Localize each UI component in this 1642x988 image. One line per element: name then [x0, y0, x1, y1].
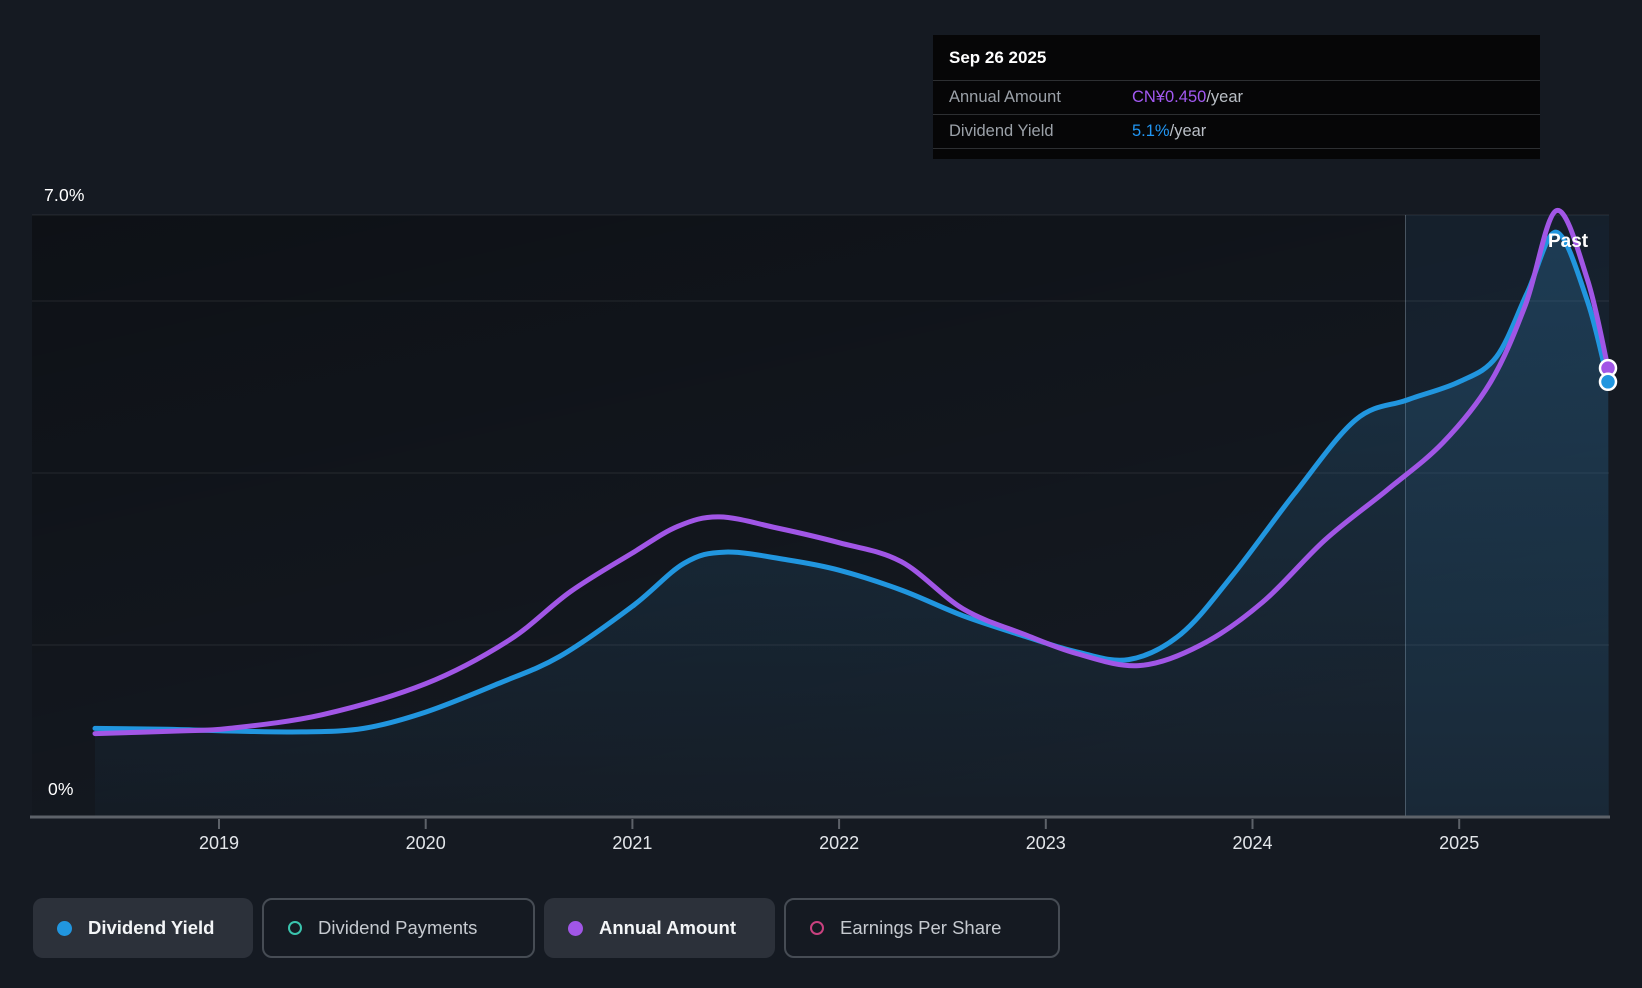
legend-button-annual-amount[interactable]: Annual Amount — [544, 898, 775, 958]
annual-amount-dot-icon — [568, 920, 583, 936]
tooltip-value-annual-amount: CN¥0.450/year — [1132, 88, 1243, 106]
x-tick-label-2023: 2023 — [1025, 833, 1066, 853]
dividend-yield-area-fill — [95, 232, 1608, 818]
x-tick-label-2024: 2024 — [1232, 833, 1273, 853]
x-tick-label-2021: 2021 — [612, 833, 653, 853]
chart-tooltip: Sep 26 2025 Annual Amount CN¥0.450/year … — [933, 35, 1540, 159]
legend-label: Annual Amount — [599, 917, 737, 938]
y-axis-label-bottom: 0% — [48, 779, 74, 799]
past-region-label: Past — [1548, 231, 1589, 252]
annual-amount-line[interactable] — [92, 208, 1611, 737]
legend-label: Dividend Payments — [318, 917, 478, 938]
legend-button-dividend-payments[interactable]: Dividend Payments — [262, 898, 535, 958]
y-axis-label-top: 7.0% — [44, 185, 85, 205]
legend-button-dividend-yield[interactable]: Dividend Yield — [33, 898, 253, 958]
x-tick-label-2020: 2020 — [405, 833, 446, 853]
x-tick-label-2019: 2019 — [198, 833, 240, 853]
tooltip-value-dividend-yield: 5.1%/year — [1132, 122, 1207, 140]
x-tick-label-2022: 2022 — [819, 833, 860, 853]
tooltip-row-dividend-yield: Dividend Yield 5.1%/year — [933, 114, 1540, 149]
tooltip-label-dividend-yield: Dividend Yield — [949, 122, 1054, 140]
legend-button-earnings-per-share[interactable]: Earnings Per Share — [784, 898, 1060, 958]
dividend-yield-line[interactable] — [92, 229, 1611, 735]
x-tick-label-2025: 2025 — [1439, 833, 1480, 853]
tooltip-row-annual-amount: Annual Amount CN¥0.450/year — [933, 80, 1540, 114]
dividend-yield-dot-icon — [57, 920, 72, 936]
chart-legend: Dividend Yield Dividend Payments Annual … — [33, 898, 1060, 958]
dividend-payments-ring-icon — [288, 921, 302, 935]
dividend-yield-endpoint-dot[interactable] — [1598, 372, 1618, 392]
tooltip-label-annual-amount: Annual Amount — [949, 88, 1061, 106]
legend-label: Earnings Per Share — [840, 917, 1002, 938]
legend-label: Dividend Yield — [88, 917, 215, 938]
earnings-per-share-ring-icon — [810, 921, 824, 935]
tooltip-date: Sep 26 2025 — [949, 48, 1047, 67]
